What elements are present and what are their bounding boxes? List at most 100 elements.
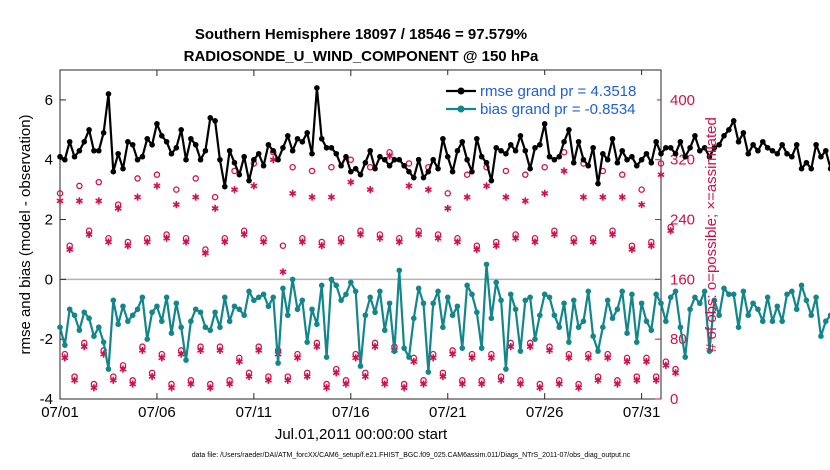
rmse-point: [750, 141, 756, 148]
bias-point: [556, 324, 563, 331]
obs-assimilated-stroke: [148, 374, 156, 380]
rmse-point: [692, 133, 698, 139]
obs-assimilated-marker: [163, 234, 171, 242]
obs-assimilated-marker: [211, 204, 219, 212]
obs-assimilated-stroke: [410, 359, 418, 365]
rmse-point: [483, 159, 490, 166]
bias-point: [396, 267, 403, 274]
rmse-point: [318, 135, 325, 142]
bias-point: [585, 288, 592, 295]
rmse-point: [803, 159, 810, 166]
rmse-point: [304, 130, 310, 136]
rmse-point: [328, 144, 335, 151]
rmse-point: [149, 141, 155, 148]
obs-assimilated-marker: [628, 245, 636, 254]
bias-point: [129, 312, 136, 319]
bias-point: [260, 291, 267, 298]
obs-assimilated-stroke: [216, 347, 224, 353]
rmse-point: [663, 144, 669, 151]
rmse-point: [221, 183, 228, 190]
bias-point: [590, 333, 596, 339]
rmse-point: [493, 144, 500, 151]
data-file-footnote: data file: /Users/raeder/DAI/ATM_forcXX/…: [192, 452, 631, 459]
y-right-tick-label: 240: [670, 212, 695, 229]
rmse-point: [556, 153, 563, 160]
rmse-point: [62, 156, 68, 163]
obs-assimilated-stroke: [366, 187, 374, 193]
obs-assimilated-stroke: [71, 377, 79, 383]
bias-point: [580, 318, 587, 325]
bias-point: [333, 282, 340, 289]
obs-assimilated-stroke: [361, 374, 369, 380]
obs-assimilated-stroke: [129, 381, 137, 387]
obs-assimilated-stroke: [269, 157, 277, 163]
bias-point: [570, 297, 577, 304]
obs-assimilated-marker: [424, 186, 432, 194]
obs-assimilated-stroke: [327, 194, 335, 200]
obs-assimilated-stroke: [579, 194, 587, 200]
obs-assimilated-stroke: [575, 385, 583, 391]
bias-point: [265, 303, 272, 310]
obs-assimilated-stroke: [75, 198, 83, 204]
obs-possible-marker: [463, 171, 471, 178]
obs-assimilated-stroke: [66, 246, 74, 252]
obs-assimilated-marker: [584, 354, 592, 362]
x-tick-label: 07/11: [236, 404, 272, 421]
obs-assimilated-marker: [642, 358, 650, 366]
obs-assimilated-stroke: [172, 202, 180, 208]
rmse-point: [527, 165, 533, 172]
obs-assimilated-marker: [206, 384, 214, 392]
obs-assimilated-marker: [235, 358, 243, 366]
obs-assimilated-stroke: [289, 190, 297, 196]
obs-assimilated-stroke: [439, 374, 447, 380]
obs-assimilated-stroke: [400, 385, 408, 391]
bias-point: [299, 297, 306, 304]
bias-point: [643, 318, 650, 325]
obs-assimilated-marker: [313, 343, 321, 351]
bias-point: [561, 300, 567, 307]
rmse-point: [100, 130, 107, 136]
obs-assimilated-marker: [143, 238, 151, 246]
obs-possible-marker: [173, 186, 180, 193]
obs-assimilated-stroke: [419, 381, 428, 387]
obs-assimilated-marker: [400, 384, 408, 392]
bias-point: [822, 318, 829, 325]
obs-assimilated-stroke: [114, 205, 122, 211]
bias-point: [759, 318, 766, 325]
obs-assimilated-marker: [482, 182, 491, 190]
rmse-point: [241, 153, 247, 160]
rmse-point: [687, 144, 693, 151]
obs-assimilated-marker: [75, 197, 83, 205]
bias-point: [251, 297, 257, 304]
obs-assimilated-stroke: [192, 194, 200, 200]
bias-point: [667, 294, 674, 301]
obs-possible-marker: [289, 163, 296, 171]
bias-point: [66, 306, 73, 313]
obs-assimilated-stroke: [138, 347, 146, 353]
bias-point: [600, 324, 606, 331]
obs-assimilated-stroke: [667, 228, 675, 234]
bias-point: [740, 288, 747, 295]
rmse-point: [134, 156, 141, 163]
obs-possible-marker: [95, 178, 103, 186]
rmse-point: [323, 144, 330, 151]
obs-assimilated-marker: [153, 182, 161, 190]
obs-assimilated-stroke: [516, 381, 524, 387]
bias-point: [648, 327, 655, 334]
obs-assimilated-marker: [366, 186, 374, 194]
obs-possible-marker: [657, 160, 665, 167]
obs-assimilated-stroke: [230, 187, 239, 193]
obs-assimilated-marker: [478, 380, 486, 388]
bias-point: [246, 288, 252, 295]
obs-assimilated-marker: [468, 354, 476, 362]
x-axis-label: Jul.01,2011 00:00:00 start: [275, 426, 448, 443]
obs-assimilated-marker: [575, 384, 583, 392]
obs-assimilated-stroke: [449, 351, 457, 357]
obs-possible-marker: [192, 175, 199, 182]
bias-point: [444, 294, 451, 301]
obs-assimilated-stroke: [662, 362, 670, 368]
bias-point: [386, 300, 393, 307]
rmse-point: [507, 141, 514, 148]
obs-assimilated-stroke: [197, 347, 205, 353]
